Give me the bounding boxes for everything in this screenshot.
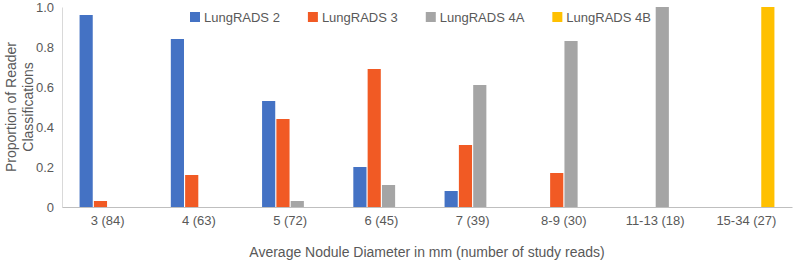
bar (488, 207, 501, 208)
bar (353, 167, 366, 207)
bar (564, 41, 577, 207)
bar (473, 85, 486, 207)
bar (291, 201, 304, 207)
bar (94, 201, 107, 207)
bar (80, 15, 93, 207)
bars (80, 7, 775, 207)
y-axis: 0 0.2 0.4 0.6 0.8 1.0 (36, 0, 63, 215)
bar (123, 207, 136, 208)
y-tick: 0.2 (36, 160, 62, 175)
plot-area: 0 0.2 0.4 0.6 0.8 1.0 3 (84) 4 (63) 5 (72) 6 (45)… (36, 0, 793, 228)
legend-label: LungRADS 4B (566, 10, 651, 25)
bar (641, 207, 654, 208)
y-tick-label: 0 (47, 200, 54, 215)
bar (199, 207, 212, 208)
bar (368, 69, 381, 207)
chart: 0 0.2 0.4 0.6 0.8 1.0 3 (84) 4 (63) 5 (72) 6 (45)… (0, 0, 800, 264)
bar (396, 207, 409, 208)
y-tick: 0 (47, 200, 62, 215)
legend-swatch (426, 12, 436, 22)
y-tick-label: 0.6 (36, 80, 54, 95)
x-tick-label: 4 (63) (182, 213, 216, 228)
legend-swatch (308, 12, 318, 22)
x-tick: 6 (45) (364, 207, 398, 228)
bar (627, 207, 640, 208)
y-axis-title-line: Classifications (20, 62, 36, 151)
y-axis-title: Proportion of ReaderClassifications (3, 42, 36, 172)
bar (670, 207, 683, 208)
x-tick: 7 (39) (456, 207, 490, 228)
x-tick: 11-13 (18) (626, 207, 685, 228)
x-tick: 4 (63) (182, 207, 216, 228)
bar (761, 7, 774, 207)
legend-label: LungRADS 3 (322, 10, 398, 25)
x-tick-label: 6 (45) (364, 213, 398, 228)
y-tick: 0.6 (36, 80, 62, 95)
legend-label: LungRADS 4A (440, 10, 525, 25)
bar (579, 207, 592, 208)
y-tick: 0.8 (36, 40, 62, 55)
legend: LungRADS 2 LungRADS 3 LungRADS 4A LungRADS … (190, 10, 651, 25)
x-tick-label: 15-34 (27) (716, 213, 776, 228)
legend-item: LungRADS 4A (426, 10, 525, 25)
bar (171, 39, 184, 207)
bar (382, 185, 395, 207)
x-tick-label: 5 (72) (273, 213, 307, 228)
x-tick: 8-9 (30) (541, 207, 587, 228)
bar (214, 207, 227, 208)
bar (305, 207, 318, 208)
x-tick-label: 7 (39) (456, 213, 490, 228)
series (80, 15, 458, 207)
x-tick-label: 3 (84) (91, 213, 125, 228)
y-tick-label: 0.2 (36, 160, 54, 175)
bar (108, 207, 121, 208)
bar (718, 207, 731, 208)
bar (445, 191, 458, 207)
bar (459, 145, 472, 207)
bar (747, 207, 760, 208)
x-axis-title: Average Nodule Diameter in mm (number of… (249, 244, 604, 260)
x-axis-line (63, 207, 793, 208)
bar (276, 119, 289, 207)
legend-item: LungRADS 3 (308, 10, 398, 25)
bar (262, 101, 275, 207)
series (94, 69, 563, 207)
y-tick-label: 1.0 (36, 0, 54, 15)
y-tick-label: 0.4 (36, 120, 54, 135)
x-tick-label: 11-13 (18) (626, 213, 685, 228)
legend-item: LungRADS 4B (552, 10, 651, 25)
legend-label: LungRADS 2 (204, 10, 280, 25)
series (761, 7, 774, 207)
bar (656, 7, 669, 207)
x-tick: 5 (72) (273, 207, 307, 228)
x-tick: 3 (84) (91, 207, 125, 228)
x-tick: 15-34 (27) (716, 207, 776, 228)
bar (185, 175, 198, 207)
legend-item: LungRADS 2 (190, 10, 280, 25)
x-axis: 3 (84) 4 (63) 5 (72) 6 (45) 7 (39) 8-9 (30) 11… (63, 207, 793, 228)
bar (550, 173, 563, 207)
legend-swatch (190, 12, 200, 22)
y-tick-label: 0.8 (36, 40, 54, 55)
bar (733, 207, 746, 208)
x-tick-label: 8-9 (30) (541, 213, 587, 228)
legend-swatch (552, 12, 562, 22)
series (291, 7, 669, 207)
y-axis-title-line: Proportion of Reader (3, 42, 19, 172)
bar (536, 207, 549, 208)
y-tick: 0.4 (36, 120, 62, 135)
y-tick: 1.0 (36, 0, 62, 15)
y-axis-line (62, 8, 63, 208)
